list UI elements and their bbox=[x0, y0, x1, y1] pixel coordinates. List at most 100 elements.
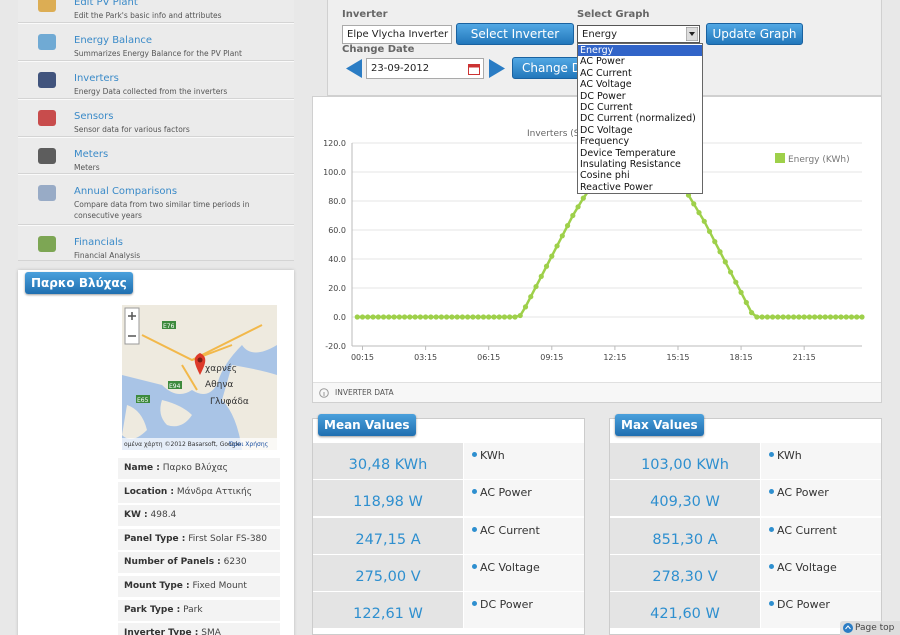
point bbox=[796, 314, 802, 320]
point bbox=[354, 314, 360, 320]
graph-selected: Energy bbox=[582, 29, 618, 40]
menu-item[interactable]: Energy Balance Summarizes Energy Balance … bbox=[18, 23, 294, 61]
max-value: 278,30 V bbox=[610, 554, 760, 591]
point bbox=[407, 314, 413, 320]
dropdown-option[interactable]: Frequency bbox=[580, 136, 630, 148]
menu-item[interactable]: Meters Meters bbox=[18, 137, 294, 174]
point bbox=[801, 314, 807, 320]
dropdown-option[interactable]: DC Voltage bbox=[580, 124, 633, 136]
menu-item[interactable]: Annual Comparisons Compare data from two … bbox=[18, 174, 294, 225]
inverter-select[interactable]: Elpe Vlycha Inverter bbox=[342, 25, 452, 44]
menu-title[interactable]: Meters bbox=[74, 149, 109, 160]
prev-date[interactable] bbox=[344, 58, 364, 79]
chart-title: Inverters (S bbox=[527, 129, 580, 139]
y-tick-label: 80.0 bbox=[328, 197, 346, 206]
mean-label: AC Current bbox=[480, 523, 540, 537]
dropdown-option[interactable]: Cosine phi bbox=[580, 170, 630, 182]
point bbox=[491, 314, 497, 320]
menu-desc: Summarizes Energy Balance for the PV Pla… bbox=[74, 49, 242, 58]
x-tick-label: 03:15 bbox=[414, 353, 437, 362]
date-value: 23-09-2012 bbox=[371, 63, 430, 74]
select-arrow bbox=[686, 27, 698, 41]
menu-desc: Financial Analysis bbox=[74, 251, 141, 260]
info-row: Inverter Type : SMA bbox=[118, 623, 280, 635]
y-tick-label: 20.0 bbox=[328, 284, 346, 293]
menu-title[interactable]: Financials bbox=[74, 237, 123, 248]
point bbox=[528, 294, 534, 300]
bullet bbox=[472, 452, 477, 457]
menu-item[interactable]: Edit PV Plant Edit the Park's basic info … bbox=[18, 0, 294, 23]
mean-value: 122,61 W bbox=[313, 592, 463, 629]
max-label: KWh bbox=[777, 449, 802, 462]
dropdown-option[interactable]: AC Voltage bbox=[580, 79, 632, 91]
point bbox=[691, 201, 697, 207]
legend-swatch bbox=[775, 153, 785, 163]
menu-item[interactable]: Financials Financial Analysis bbox=[18, 225, 294, 261]
info-value: Μάνδρα Αττικής bbox=[176, 486, 252, 497]
page-top-button[interactable]: Page top bbox=[840, 621, 900, 635]
bullet bbox=[769, 489, 774, 495]
menu-item[interactable]: Inverters Energy Data collected from the … bbox=[18, 61, 294, 99]
point bbox=[522, 304, 529, 310]
y-tick-label: 100.0 bbox=[323, 168, 346, 177]
point bbox=[359, 314, 366, 320]
dropdown-option[interactable]: AC Power bbox=[580, 56, 625, 68]
legend-label: Energy (KWh) bbox=[788, 155, 850, 165]
point bbox=[717, 249, 723, 255]
menu-icon bbox=[38, 148, 56, 164]
dropdown-option[interactable]: Reactive Power bbox=[580, 181, 653, 193]
graph-select[interactable]: Energy bbox=[577, 25, 700, 43]
update-graph-button[interactable]: Update Graph bbox=[706, 23, 803, 45]
max-label-cell: AC Current bbox=[761, 517, 881, 554]
point bbox=[754, 314, 760, 320]
dropdown-option[interactable]: DC Current (normalized) bbox=[580, 113, 696, 125]
map-label: Γλυφάδα bbox=[210, 397, 249, 407]
graph-dropdown[interactable]: Energy AC Power AC Current AC Voltage DC Pow… bbox=[577, 43, 703, 194]
map-credit: ομένα χάρτη ©2012 Basarsoft, Google bbox=[124, 441, 241, 448]
point bbox=[512, 314, 518, 320]
info-row: Panel Type : First Solar FS-380 bbox=[118, 528, 280, 550]
page-top-icon bbox=[843, 623, 853, 633]
y-tick-label: 0.0 bbox=[333, 313, 346, 322]
point bbox=[812, 314, 818, 320]
dropdown-option[interactable]: Energy bbox=[578, 45, 702, 57]
calendar-icon[interactable] bbox=[468, 63, 480, 75]
date-input[interactable]: 23-09-2012 bbox=[366, 58, 484, 79]
select-inverter-button[interactable]: Select Inverter bbox=[456, 23, 574, 45]
y-tick-label: -20.0 bbox=[325, 342, 346, 351]
menu-title[interactable]: Inverters bbox=[74, 73, 119, 84]
dropdown-option[interactable]: Device Temperature bbox=[580, 147, 676, 159]
dropdown-option[interactable]: AC Current bbox=[580, 67, 632, 79]
x-tick-label: 09:15 bbox=[540, 353, 563, 362]
inverter-selected: Elpe Vlycha Inverter bbox=[347, 29, 449, 40]
point bbox=[459, 314, 466, 320]
max-label-cell: KWh bbox=[761, 443, 881, 479]
bullet bbox=[769, 601, 774, 607]
menu-title[interactable]: Annual Comparisons bbox=[74, 186, 178, 197]
max-label: AC Current bbox=[777, 523, 837, 537]
point bbox=[817, 314, 823, 320]
point bbox=[486, 314, 492, 320]
dropdown-option[interactable]: DC Power bbox=[580, 90, 626, 102]
next-date[interactable] bbox=[487, 58, 507, 79]
mean-label: AC Power bbox=[480, 486, 532, 500]
point bbox=[375, 314, 381, 320]
point bbox=[743, 299, 749, 306]
map[interactable]: χαρνές Αθηνα Γλυφάδα E76 E94 E65 ομένα χ… bbox=[122, 305, 277, 450]
point bbox=[575, 204, 581, 210]
dropdown-option[interactable]: DC Current bbox=[580, 101, 633, 113]
menu-icon bbox=[38, 185, 56, 201]
map-terms[interactable]: Όροι Χρήσης bbox=[228, 441, 268, 448]
point bbox=[791, 314, 797, 320]
menu-title[interactable]: Sensors bbox=[74, 111, 114, 122]
menu-icon bbox=[38, 0, 56, 12]
menu-title[interactable]: Energy Balance bbox=[74, 35, 153, 46]
point bbox=[580, 195, 586, 201]
menu-title[interactable]: Edit PV Plant bbox=[74, 0, 138, 8]
point bbox=[470, 314, 476, 320]
menu-item[interactable]: Sensors Sensor data for various factors bbox=[18, 99, 294, 137]
dropdown-option[interactable]: Insulating Resistance bbox=[580, 158, 681, 170]
chart-footer: INVERTER DATA bbox=[313, 382, 881, 402]
point bbox=[543, 263, 550, 269]
